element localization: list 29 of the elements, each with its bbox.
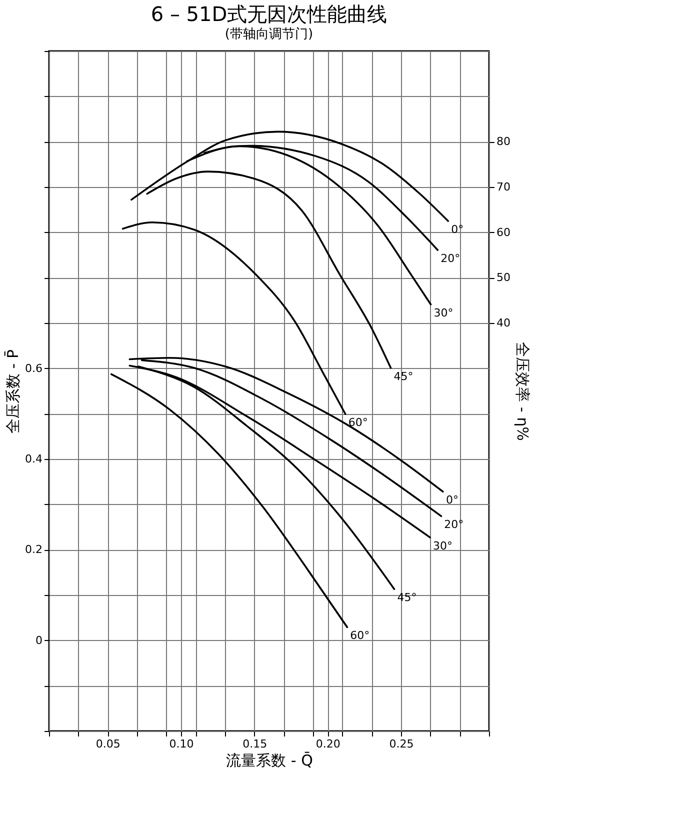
series-label: 30°: [434, 306, 454, 320]
x-tick-label: 0.25: [389, 738, 414, 750]
series-label: 20°: [440, 252, 460, 266]
series-label: 0°: [446, 494, 458, 507]
y2-tick-label: 40: [496, 316, 510, 330]
series-label: 45°: [394, 370, 414, 383]
chart-title: 6 – 51D式无因次性能曲线: [150, 2, 388, 26]
series-label: 45°: [397, 591, 417, 604]
y2-tick-label: 50: [496, 271, 510, 284]
y-tick-label: 0.6: [25, 362, 42, 375]
y-tick-label: 0.2: [25, 543, 42, 556]
y2-axis-title: 全压效率 - η%: [513, 342, 532, 441]
y-tick-label: 0: [36, 634, 42, 647]
x-tick-label: 0.05: [96, 738, 120, 750]
y-axis-title: 全压系数 - P̄: [3, 350, 22, 434]
x-tick-label: 0.10: [169, 738, 194, 750]
series-label: 20°: [444, 518, 464, 532]
y2-tick-label: 70: [496, 180, 510, 194]
series-label: 0°: [451, 223, 464, 236]
x-tick-label: 0.15: [242, 738, 268, 750]
x-axis-title: 流量系数 - Q̄: [226, 750, 313, 770]
series-label: 30°: [433, 539, 453, 552]
y2-tick-label: 80: [496, 135, 510, 148]
y-tick-label: 0.4: [25, 452, 42, 466]
series-label: 60°: [348, 416, 368, 430]
series-label: 60°: [350, 629, 370, 642]
chart-subtitle: (带轴向调节门): [224, 26, 314, 42]
y2-tick-label: 60: [496, 226, 510, 239]
x-tick-label: 0.20: [316, 738, 340, 750]
